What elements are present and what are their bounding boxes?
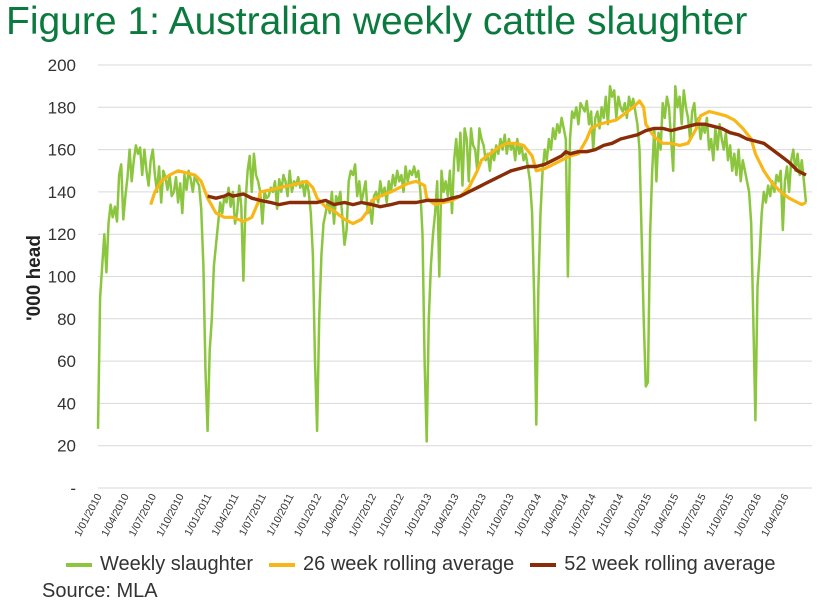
- chart-title: Figure 1: Australian weekly cattle slaug…: [6, 0, 748, 43]
- y-tick-label: 140: [48, 183, 76, 202]
- y-tick-label: 200: [48, 56, 76, 75]
- y-axis-label: '000 head: [24, 235, 45, 321]
- x-axis-ticks: 1/01/20101/04/20101/07/20101/10/20101/01…: [72, 492, 792, 539]
- y-tick-label: 120: [48, 225, 76, 244]
- legend-label-weekly: Weekly slaughter: [100, 553, 254, 575]
- y-tick-label: 80: [57, 310, 76, 329]
- source-note: Source: MLA: [42, 580, 158, 602]
- legend-item-52-week: 52 week rolling average: [530, 553, 776, 576]
- legend-swatch-weekly: [66, 562, 92, 567]
- y-tick-label: 100: [48, 268, 76, 287]
- chart-legend: Weekly slaughter 26 week rolling average…: [66, 553, 792, 576]
- y-tick-label: -: [70, 479, 76, 498]
- y-tick-label: 160: [48, 141, 76, 160]
- series-line-52-week: [207, 122, 807, 209]
- legend-swatch-52-week: [530, 562, 557, 567]
- y-tick-label: 60: [57, 352, 76, 371]
- series-line-weekly: [96, 84, 808, 443]
- legend-swatch-26-week: [269, 562, 296, 567]
- legend-item-26-week: 26 week rolling average: [269, 553, 514, 576]
- series-lines: [96, 84, 808, 443]
- y-tick-label: 180: [48, 98, 76, 117]
- y-axis-ticks: - 20 40 60 80 100 120 140 160 180 200: [48, 56, 76, 498]
- legend-item-weekly: Weekly slaughter: [66, 553, 253, 576]
- x-tick-label: 1/04/2016: [759, 492, 792, 539]
- y-tick-label: 20: [57, 437, 76, 456]
- y-tick-label: 40: [57, 394, 76, 413]
- legend-label-52-week: 52 week rolling average: [564, 553, 776, 575]
- legend-label-26-week: 26 week rolling average: [303, 553, 515, 575]
